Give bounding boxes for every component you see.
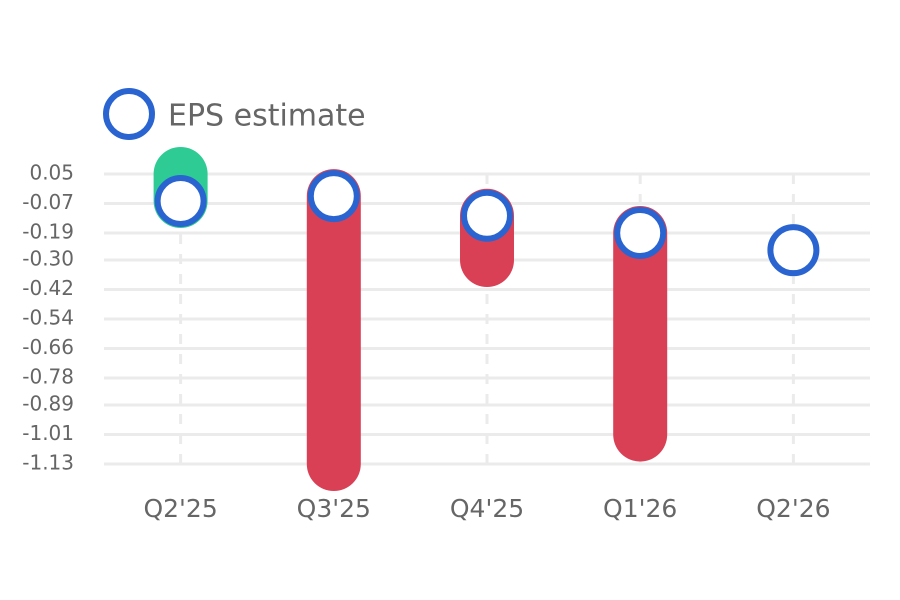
x-tick-label: Q4'25 [450, 494, 524, 523]
y-tick-label: -1.13 [22, 451, 74, 475]
estimate-marker [461, 189, 513, 242]
y-tick-label: -0.07 [22, 190, 74, 214]
x-tick-label: Q3'25 [297, 494, 371, 523]
estimate-marker [767, 224, 820, 277]
legend-marker [103, 88, 155, 140]
legend: EPS estimate [103, 88, 366, 140]
x-tick-label: Q2'26 [756, 494, 830, 523]
y-tick-label: 0.05 [29, 161, 74, 185]
estimate-marker [154, 175, 207, 228]
y-tick-label: -0.42 [22, 276, 74, 300]
y-tick-label: -0.19 [22, 219, 74, 243]
y-tick-label: -0.89 [22, 392, 74, 416]
legend-label: EPS estimate [168, 99, 366, 134]
estimate-marker [307, 170, 360, 223]
y-tick-label: -0.54 [22, 306, 74, 330]
estimate-marker [614, 206, 667, 259]
x-tick-label: Q1'26 [603, 494, 677, 523]
y-tick-label: -0.66 [22, 335, 74, 359]
y-tick-label: -1.01 [22, 421, 74, 445]
y-tick-label: -0.30 [22, 247, 74, 271]
y-tick-label: -0.78 [22, 364, 74, 388]
x-tick-label: Q2'25 [143, 494, 217, 523]
